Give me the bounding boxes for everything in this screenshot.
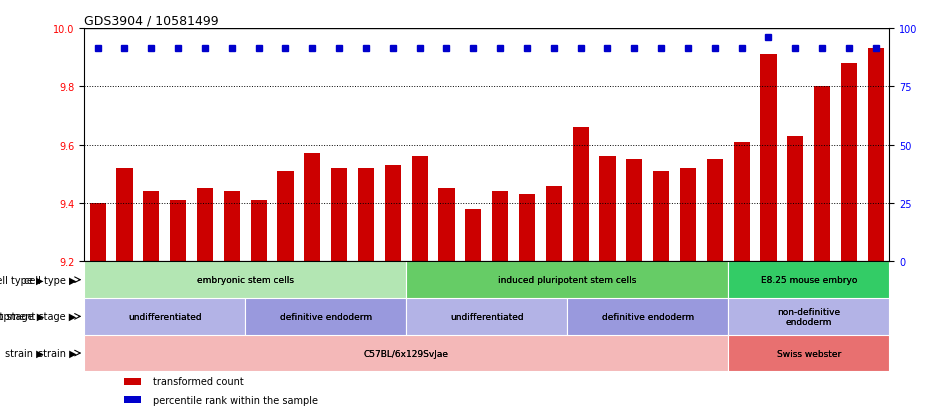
Bar <box>814 87 830 262</box>
Bar <box>124 396 140 403</box>
Text: definitive endoderm: definitive endoderm <box>280 312 372 321</box>
Bar <box>84 335 728 371</box>
FancyBboxPatch shape <box>728 335 889 371</box>
Text: development stage ▶: development stage ▶ <box>0 312 76 322</box>
Bar <box>197 189 213 262</box>
Bar <box>251 201 267 262</box>
Bar <box>124 378 140 385</box>
Bar <box>84 298 245 335</box>
Text: undifferentiated: undifferentiated <box>128 312 201 321</box>
Text: Swiss webster: Swiss webster <box>777 349 841 358</box>
Text: C57BL/6x129SvJae: C57BL/6x129SvJae <box>364 349 448 358</box>
Bar <box>358 169 374 262</box>
Bar <box>868 49 884 262</box>
Text: transformed count: transformed count <box>153 377 243 387</box>
Text: strain ▶: strain ▶ <box>6 348 44 358</box>
FancyBboxPatch shape <box>728 298 889 335</box>
FancyBboxPatch shape <box>728 262 889 298</box>
FancyBboxPatch shape <box>84 298 245 335</box>
Bar <box>245 298 406 335</box>
Bar <box>406 262 728 298</box>
Bar <box>143 192 159 262</box>
Text: undifferentiated: undifferentiated <box>450 312 523 321</box>
Bar <box>787 137 803 262</box>
FancyBboxPatch shape <box>406 298 567 335</box>
Bar <box>728 298 889 335</box>
Bar <box>438 189 455 262</box>
Bar <box>626 160 642 262</box>
Text: definitive endoderm: definitive endoderm <box>602 312 694 321</box>
Bar <box>567 298 728 335</box>
Bar <box>304 154 320 262</box>
Text: C57BL/6x129SvJae: C57BL/6x129SvJae <box>364 349 448 358</box>
Bar <box>170 201 186 262</box>
Bar <box>573 128 589 262</box>
Text: GDS3904 / 10581499: GDS3904 / 10581499 <box>84 15 219 28</box>
FancyBboxPatch shape <box>84 262 406 298</box>
Bar <box>599 157 616 262</box>
Bar <box>519 195 535 262</box>
Bar <box>546 186 562 262</box>
Bar <box>680 169 696 262</box>
Bar <box>492 192 508 262</box>
Text: cell type ▶: cell type ▶ <box>0 275 44 285</box>
Bar <box>116 169 133 262</box>
Text: percentile rank within the sample: percentile rank within the sample <box>153 395 317 405</box>
Text: cell type ▶: cell type ▶ <box>23 275 76 285</box>
Bar <box>331 169 347 262</box>
Text: induced pluripotent stem cells: induced pluripotent stem cells <box>498 275 636 285</box>
Bar <box>734 142 750 262</box>
Bar <box>385 166 401 262</box>
Text: undifferentiated: undifferentiated <box>450 312 523 321</box>
Text: non-definitive
endoderm: non-definitive endoderm <box>777 307 841 326</box>
Text: non-definitive
endoderm: non-definitive endoderm <box>777 307 841 326</box>
Text: E8.25 mouse embryo: E8.25 mouse embryo <box>761 275 856 285</box>
Text: undifferentiated: undifferentiated <box>128 312 201 321</box>
Bar <box>728 262 889 298</box>
Bar <box>841 64 857 262</box>
Text: development stage ▶: development stage ▶ <box>0 312 44 322</box>
Text: induced pluripotent stem cells: induced pluripotent stem cells <box>498 275 636 285</box>
Text: Swiss webster: Swiss webster <box>777 349 841 358</box>
Bar <box>84 262 406 298</box>
Bar <box>760 55 777 262</box>
FancyBboxPatch shape <box>245 298 406 335</box>
FancyBboxPatch shape <box>406 262 728 298</box>
Bar <box>653 171 669 262</box>
FancyBboxPatch shape <box>84 335 728 371</box>
Bar <box>728 335 889 371</box>
Text: definitive endoderm: definitive endoderm <box>280 312 372 321</box>
Bar <box>465 209 481 262</box>
FancyBboxPatch shape <box>567 298 728 335</box>
Text: embryonic stem cells: embryonic stem cells <box>197 275 294 285</box>
Text: definitive endoderm: definitive endoderm <box>602 312 694 321</box>
Text: strain ▶: strain ▶ <box>37 348 76 358</box>
Bar <box>277 171 294 262</box>
Text: embryonic stem cells: embryonic stem cells <box>197 275 294 285</box>
Bar <box>412 157 428 262</box>
Text: E8.25 mouse embryo: E8.25 mouse embryo <box>761 275 856 285</box>
Bar <box>406 298 567 335</box>
Bar <box>224 192 240 262</box>
Bar <box>90 204 106 262</box>
Bar <box>707 160 723 262</box>
